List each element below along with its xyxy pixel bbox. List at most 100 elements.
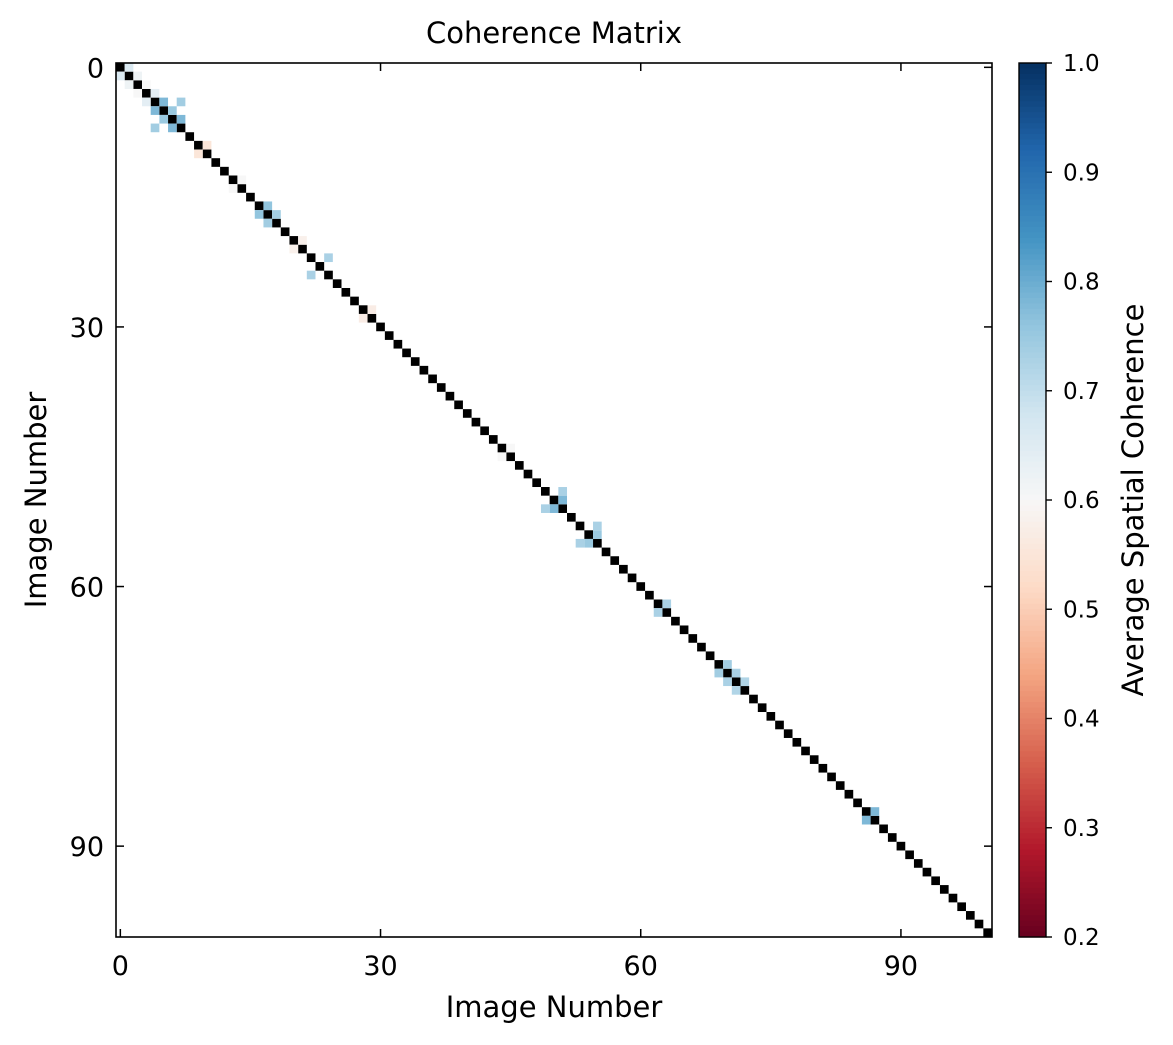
colorbar-band — [1019, 762, 1046, 769]
colorbar-band — [1019, 237, 1046, 244]
y-tick-label: 90 — [70, 832, 104, 863]
heatmap-cell — [714, 668, 724, 678]
colorbar-band — [1019, 696, 1046, 703]
colorbar-band — [1019, 609, 1046, 616]
colorbar-tick-label: 0.9 — [1063, 160, 1100, 186]
heatmap-cell-diagonal — [246, 192, 255, 202]
heatmap-cell-diagonal — [298, 244, 307, 254]
colorbar-band — [1019, 194, 1046, 201]
colorbar-band — [1019, 598, 1046, 605]
colorbar-band — [1019, 642, 1046, 649]
heatmap-cell-diagonal — [133, 80, 143, 89]
heatmap-cell-diagonal — [844, 789, 854, 799]
colorbar-band — [1019, 816, 1046, 823]
colorbar-band — [1019, 215, 1046, 223]
colorbar-band — [1019, 205, 1046, 212]
colorbar-band — [1019, 691, 1046, 698]
heatmap-cell-diagonal — [740, 686, 750, 695]
heatmap-cell-diagonal — [671, 616, 680, 626]
heatmap-cell-diagonal — [280, 227, 290, 237]
colorbar-band — [1019, 865, 1046, 873]
y-tick-label: 30 — [70, 313, 104, 344]
colorbar-band — [1019, 647, 1046, 654]
colorbar-band — [1019, 871, 1046, 878]
heatmap-cell — [176, 97, 186, 107]
colorbar-band — [1019, 210, 1046, 217]
colorbar-band — [1019, 84, 1046, 91]
heatmap-cell-diagonal — [922, 867, 932, 877]
colorbar-band — [1019, 915, 1046, 922]
heatmap-cell — [142, 97, 151, 107]
colorbar-band — [1019, 134, 1046, 141]
colorbar-band — [1019, 636, 1046, 643]
colorbar-band — [1019, 467, 1046, 474]
heatmap-cell-diagonal — [168, 114, 177, 124]
colorbar-band — [1019, 352, 1046, 359]
heatmap-cell-diagonal — [289, 236, 299, 245]
colorbar-band — [1019, 123, 1046, 130]
heatmap-cell-diagonal — [931, 876, 940, 886]
colorbar-band — [1019, 674, 1046, 681]
colorbar-band — [1019, 844, 1046, 851]
colorbar-band — [1019, 357, 1046, 365]
heatmap-cell-diagonal — [714, 660, 724, 669]
colorbar-band — [1019, 73, 1046, 80]
heatmap-cell-diagonal — [801, 746, 810, 756]
heatmap-cell-diagonal — [393, 339, 403, 349]
heatmap-cell — [662, 599, 672, 609]
heatmap-cell-diagonal — [523, 469, 533, 479]
colorbar-tick-label: 0.8 — [1063, 270, 1100, 296]
colorbar-band — [1019, 155, 1046, 162]
heatmap-cell-diagonal — [705, 651, 715, 661]
heatmap-cell-diagonal — [436, 383, 446, 392]
heatmap-cell-diagonal — [870, 815, 880, 825]
heatmap-cell-diagonal — [593, 538, 602, 548]
heatmap-cell — [150, 88, 160, 98]
x-axis-ticks: 0 30 60 90 — [112, 63, 918, 982]
heatmap-cell-diagonal — [306, 253, 316, 263]
x-tick-label: 60 — [624, 951, 658, 982]
colorbar-band — [1019, 855, 1046, 862]
heatmap-cell-diagonal — [584, 530, 594, 539]
colorbar-band — [1019, 407, 1046, 414]
heatmap-cell-diagonal — [879, 824, 888, 834]
colorbar-tick-label: 0.2 — [1063, 925, 1100, 951]
heatmap-cell-diagonal — [835, 781, 845, 790]
heatmap-cell — [202, 140, 212, 150]
colorbar-band — [1019, 281, 1046, 288]
heatmap-cell-diagonal — [662, 608, 672, 617]
heatmap-cell-diagonal — [159, 106, 169, 115]
colorbar-band — [1019, 188, 1046, 195]
heatmap-cell — [194, 149, 203, 159]
heatmap-cell-diagonal — [818, 763, 828, 773]
heatmap-cell — [150, 106, 160, 115]
heatmap-cell — [133, 88, 143, 98]
colorbar-band — [1019, 79, 1046, 86]
heatmap-cell-diagonal — [315, 262, 325, 271]
colorbar-band — [1019, 882, 1046, 889]
heatmap-cell-diagonal — [324, 270, 333, 280]
heatmap-cell-diagonal — [540, 487, 550, 496]
heatmap-cell — [593, 530, 602, 539]
heatmap-cell-diagonal — [471, 417, 481, 427]
heatmap-cell-diagonal — [142, 88, 151, 98]
heatmap-cell — [558, 487, 568, 496]
heatmap-cell — [497, 452, 507, 462]
heatmap-cell-diagonal — [506, 452, 515, 462]
colorbar-band — [1019, 565, 1046, 572]
heatmap-cell-diagonal — [272, 218, 281, 228]
colorbar-band — [1019, 811, 1046, 818]
heatmap-cell-diagonal — [653, 599, 663, 609]
colorbar-band — [1019, 139, 1046, 146]
heatmap-cell-diagonal — [567, 512, 576, 522]
colorbar-band — [1019, 767, 1046, 774]
colorbar-band — [1019, 423, 1046, 430]
colorbar-band — [1019, 904, 1046, 911]
colorbar-band — [1019, 396, 1046, 403]
y-axis-ticks: 0 30 60 90 — [70, 53, 992, 863]
heatmap-cell-diagonal — [896, 841, 906, 851]
heatmap-cell-diagonal — [211, 158, 221, 167]
heatmap-cell-diagonal — [913, 859, 923, 868]
colorbar-band — [1019, 248, 1046, 255]
heatmap-cell-diagonal — [185, 132, 195, 141]
